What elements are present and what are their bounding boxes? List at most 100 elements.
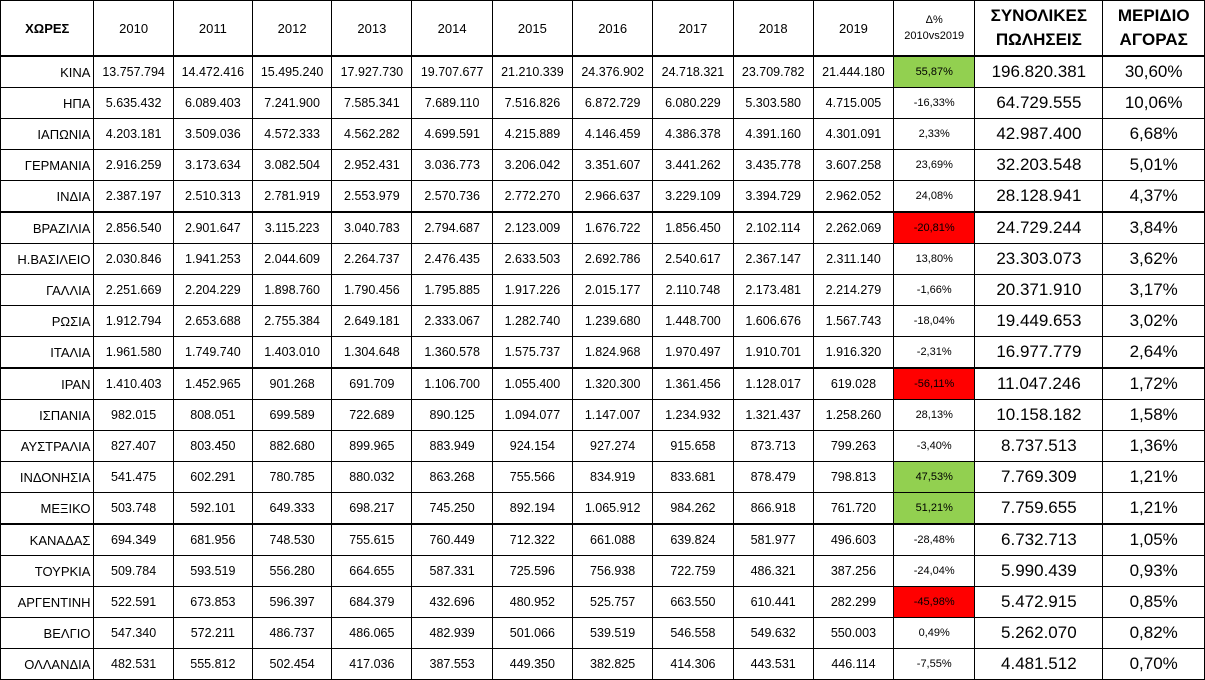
year-value-cell: 14.472.416 [172, 55, 253, 88]
year-value-cell: 2.214.279 [812, 274, 895, 306]
year-value-cell: 2.540.617 [652, 243, 734, 275]
year-value-cell: 3.036.773 [411, 149, 493, 181]
year-value-cell: 3.115.223 [251, 211, 333, 244]
year-value-cell: 2.311.140 [812, 243, 895, 275]
year-value-cell: 509.784 [93, 555, 174, 587]
market-share-cell: 3,17% [1102, 274, 1205, 306]
year-value-cell: 480.952 [491, 586, 574, 618]
table-row: ΓΑΛΛΙΑ 2.251.669 2.204.229 1.898.760 1.790.4… [0, 274, 1205, 306]
year-value-cell: 539.519 [572, 617, 654, 649]
year-value-cell: 602.291 [172, 461, 253, 493]
delta-cell: 23,69% [893, 149, 976, 181]
total-sales-cell: 19.449.653 [974, 305, 1104, 337]
table-row: ΙΝΔΙΑ 2.387.197 2.510.313 2.781.919 2.553.97… [0, 180, 1205, 213]
header-year: 2010 [93, 0, 174, 57]
year-value-cell: 1.790.456 [331, 274, 413, 306]
year-value-cell: 7.241.900 [251, 87, 333, 119]
market-share-cell: 1,05% [1102, 523, 1205, 556]
country-cell: ΜΕΞΙΚΟ [0, 492, 95, 525]
year-value-cell: 24.718.321 [652, 55, 734, 88]
year-value-cell: 1.749.740 [172, 336, 253, 369]
year-value-cell: 3.509.036 [172, 118, 253, 150]
year-value-cell: 2.901.647 [172, 211, 253, 244]
year-value-cell: 6.080.229 [652, 87, 734, 119]
year-value-cell: 7.516.826 [491, 87, 574, 119]
delta-cell: -1,66% [893, 274, 976, 306]
year-value-cell: 3.206.042 [491, 149, 574, 181]
market-share-cell: 1,36% [1102, 430, 1205, 462]
total-sales-cell: 6.732.713 [974, 523, 1104, 556]
year-value-cell: 1.916.320 [812, 336, 895, 369]
year-value-cell: 555.812 [172, 648, 253, 680]
year-value-cell: 1.258.260 [812, 399, 895, 431]
total-sales-cell: 7.769.309 [974, 461, 1104, 493]
year-value-cell: 17.927.730 [331, 55, 413, 88]
year-value-cell: 745.250 [411, 492, 493, 525]
year-value-cell: 15.495.240 [251, 55, 333, 88]
market-share-cell: 1,72% [1102, 367, 1205, 400]
year-value-cell: 23.709.782 [732, 55, 814, 88]
year-value-cell: 432.696 [411, 586, 493, 618]
market-share-cell: 1,21% [1102, 461, 1205, 493]
market-share-cell: 1,58% [1102, 399, 1205, 431]
year-value-cell: 863.268 [411, 461, 493, 493]
total-sales-cell: 10.158.182 [974, 399, 1104, 431]
year-value-cell: 2.916.259 [93, 149, 174, 181]
header-year: 2017 [652, 0, 734, 57]
year-value-cell: 3.607.258 [812, 149, 895, 181]
year-value-cell: 2.553.979 [331, 180, 413, 213]
year-value-cell: 1.147.007 [572, 399, 654, 431]
year-value-cell: 924.154 [491, 430, 574, 462]
year-value-cell: 712.322 [491, 523, 574, 556]
year-value-cell: 7.689.110 [411, 87, 493, 119]
table-row: ΡΩΣΙΑ 1.912.794 2.653.688 2.755.384 2.649.18… [0, 305, 1205, 337]
header-year: 2013 [331, 0, 413, 57]
year-value-cell: 2.633.503 [491, 243, 574, 275]
year-value-cell: 661.088 [572, 523, 654, 556]
year-value-cell: 2.204.229 [172, 274, 253, 306]
country-cell: ΒΕΛΓΙΟ [0, 617, 95, 649]
year-value-cell: 6.089.403 [172, 87, 253, 119]
market-share-cell: 0,85% [1102, 586, 1205, 618]
year-value-cell: 592.101 [172, 492, 253, 525]
year-value-cell: 546.558 [652, 617, 734, 649]
year-value-cell: 2.123.009 [491, 211, 574, 244]
country-cell: ΓΑΛΛΙΑ [0, 274, 95, 306]
country-cell: ΙΤΑΛΙΑ [0, 336, 95, 369]
country-cell: ΙΣΠΑΝΙΑ [0, 399, 95, 431]
year-value-cell: 1.360.578 [411, 336, 493, 369]
market-share-cell: 3,84% [1102, 211, 1205, 244]
year-value-cell: 722.689 [331, 399, 413, 431]
year-value-cell: 2.262.069 [812, 211, 895, 244]
header-row: ΧΩΡΕΣ 2010 2011 2012 2013 2014 2015 2016… [0, 0, 1205, 57]
header-year: 2019 [812, 0, 895, 57]
year-value-cell: 2.251.669 [93, 274, 174, 306]
year-value-cell: 382.825 [572, 648, 654, 680]
header-delta-line2: 2010vs2019 [904, 30, 965, 42]
year-value-cell: 4.699.591 [411, 118, 493, 150]
country-cell: ΙΝΔΟΝΗΣΙΑ [0, 461, 95, 493]
year-value-cell: 1.910.701 [732, 336, 814, 369]
year-value-cell: 901.268 [251, 367, 333, 400]
year-value-cell: 4.203.181 [93, 118, 174, 150]
delta-cell: -16,33% [893, 87, 976, 119]
year-value-cell: 698.217 [331, 492, 413, 525]
delta-cell: 2,33% [893, 118, 976, 150]
header-total-line1: ΣΥΝΟΛΙΚΕΣ [990, 6, 1088, 25]
year-value-cell: 1.320.300 [572, 367, 654, 400]
year-value-cell: 984.262 [652, 492, 734, 525]
delta-cell: -18,04% [893, 305, 976, 337]
year-value-cell: 19.707.677 [411, 55, 493, 88]
year-value-cell: 798.813 [812, 461, 895, 493]
market-share-cell: 30,60% [1102, 55, 1205, 88]
year-value-cell: 2.692.786 [572, 243, 654, 275]
year-value-cell: 1.403.010 [251, 336, 333, 369]
table-row: ΑΡΓΕΝΤΙΝΗ 522.591 673.853 596.397 684.379 432… [0, 586, 1205, 618]
table-row: ΙΤΑΛΙΑ 1.961.580 1.749.740 1.403.010 1.304.6… [0, 336, 1205, 369]
market-share-cell: 0,70% [1102, 648, 1205, 680]
year-value-cell: 549.632 [732, 617, 814, 649]
year-value-cell: 21.444.180 [812, 55, 895, 88]
year-value-cell: 694.349 [93, 523, 174, 556]
year-value-cell: 4.301.091 [812, 118, 895, 150]
total-sales-cell: 5.262.070 [974, 617, 1104, 649]
